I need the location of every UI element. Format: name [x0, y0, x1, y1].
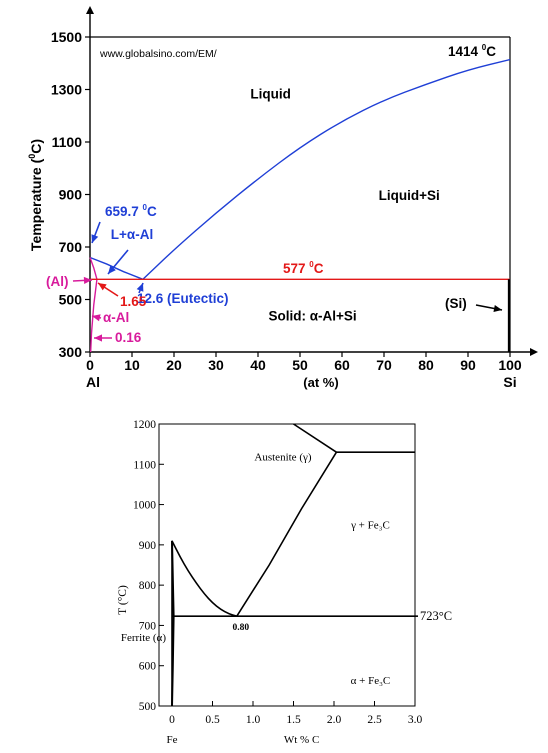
l-alpha-arrow-head [108, 265, 116, 274]
region-label: γ + Fe₃C [350, 520, 390, 532]
x-tick-label: 80 [418, 357, 434, 373]
x-tick-label: 1.5 [286, 714, 301, 726]
y-axis-label: Temperature (0C) [27, 139, 44, 251]
eutectic-arrow-head [136, 283, 144, 292]
fe-c-phase-diagram: 500 600 700 800 900 1000 1100 1200 0 0.5 1.0 1.5 2.0… [117, 419, 452, 746]
series-acm [236, 451, 338, 617]
melting-point-al-label: 659.7 0C [105, 203, 157, 219]
y-tick-label: 1200 [133, 419, 156, 431]
solubility-min-arrow-head [94, 334, 102, 342]
x-tick-label: 40 [250, 357, 266, 373]
series-solvus_al [89, 279, 98, 353]
al-phase-label: (Al) [46, 274, 69, 289]
y-tick-label: 900 [139, 540, 157, 552]
x-tick-label: 50 [292, 357, 308, 373]
solubility-max-label: 1.65 [120, 294, 147, 309]
chart2-series [171, 423, 418, 707]
si-phase-label: (Si) [445, 296, 467, 311]
region-label: L+α-Al [111, 227, 153, 242]
y-axis-arrow [86, 6, 94, 14]
y-tick-label: 1100 [133, 459, 156, 471]
si-phase-arrow-head [493, 304, 502, 313]
melting-point-si-label: 1414 0C [448, 43, 496, 59]
al-phase-arrow-head [83, 276, 92, 285]
chart1-labels: Liquid Liquid+Si Solid: α-Al+Si L+α-Al 1414 … [46, 43, 503, 345]
x-tick-label: 0 [169, 714, 175, 726]
eutectic-temperature-label: 577 0C [283, 260, 324, 276]
region-label: Liquid [250, 87, 291, 102]
watermark: www.globalsino.com/EM/ [99, 48, 217, 60]
x-axis-arrow [530, 348, 538, 356]
x-tick-label: 60 [334, 357, 350, 373]
alpha-al-label: α-Al [103, 310, 129, 325]
y-tick-label: 500 [139, 701, 157, 713]
series-liquidus_al [89, 256, 144, 280]
series-a3 [171, 540, 238, 617]
series-liquidus_si [142, 58, 511, 280]
y-tick-label: 300 [59, 344, 83, 360]
chart1-series [89, 58, 511, 353]
y-tick-label: 1000 [133, 500, 156, 512]
chart2-labels: Austenite (γ) γ + Fe₃C α + Fe₃C 723°C 0.80 Fe… [121, 451, 452, 687]
y-tick-label: 1500 [51, 29, 82, 45]
region-label: Austenite (γ) [254, 451, 311, 463]
chart2-frame [158, 423, 416, 707]
y-tick-label: 1100 [52, 134, 83, 150]
x-tick-label: 90 [460, 357, 476, 373]
y-tick-label: 700 [59, 239, 83, 255]
chart1-axes: 300 500 700 900 1100 1300 1500 0 10 20 30 40 50 60 70 8… [27, 6, 538, 390]
x-tick-label: 10 [124, 357, 140, 373]
ferrite-label: Ferrite (α) [121, 632, 166, 644]
x-tick-label: 0 [86, 357, 94, 373]
x-tick-label: 3.0 [408, 714, 423, 726]
y-tick-label: 800 [139, 580, 157, 592]
x-tick-label: 30 [208, 357, 224, 373]
x-tick-label: 100 [498, 357, 522, 373]
region-label: α + Fe₃C [351, 675, 391, 687]
x-tick-label: 70 [376, 357, 392, 373]
y-tick-label: 700 [139, 620, 157, 632]
x-tick-label: 20 [166, 357, 182, 373]
solubility-max-arrow-head [98, 283, 107, 291]
al-si-phase-diagram: 300 500 700 900 1100 1300 1500 0 10 20 30 40 50 60 70 8… [27, 6, 538, 390]
x-left-label: Fe [167, 734, 178, 746]
x-tick-label: 2.5 [367, 714, 382, 726]
x-right-label: Si [503, 374, 516, 390]
eutectoid-temperature-label: 723°C [420, 609, 452, 623]
melt-al-arrow-head [91, 234, 99, 243]
eutectic-composition-label: 12.6 (Eutectic) [137, 291, 229, 306]
x-tick-label: 1.0 [246, 714, 261, 726]
eutectoid-composition-label: 0.80 [233, 623, 250, 633]
x-tick-label: 0.5 [205, 714, 220, 726]
y-tick-label: 500 [59, 292, 83, 308]
y-axis-label: T (°C) [117, 585, 129, 615]
x-tick-label: 2.0 [327, 714, 342, 726]
y-tick-label: 1300 [51, 82, 82, 98]
alpha-al-arrow-head [92, 314, 101, 322]
y-tick-label: 900 [59, 187, 83, 203]
series-solidus_al [89, 257, 98, 280]
x-axis-label: (at %) [303, 375, 338, 390]
y-tick-label: 600 [139, 661, 157, 673]
region-label: Solid: α-Al+Si [269, 309, 357, 324]
x-axis-label: Wt % C [284, 734, 319, 746]
region-label: Liquid+Si [379, 188, 440, 203]
series-solidus_top [293, 423, 337, 453]
x-left-label: Al [86, 374, 100, 390]
solubility-min-label: 0.16 [115, 330, 142, 345]
chart2-axes: 500 600 700 800 900 1000 1100 1200 0 0.5 1.0 1.5 2.0… [117, 419, 422, 746]
